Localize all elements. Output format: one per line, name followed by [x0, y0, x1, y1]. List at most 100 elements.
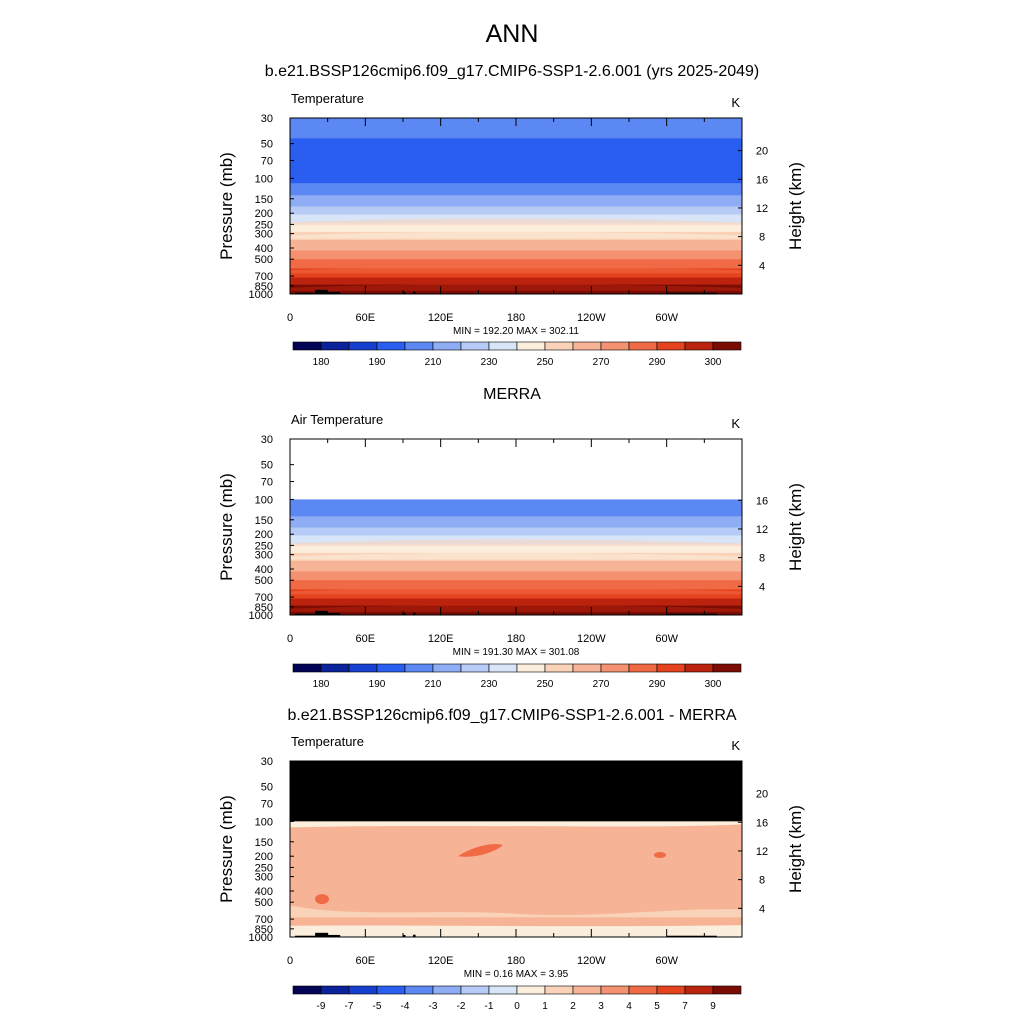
temperature-band — [290, 250, 742, 260]
y-tick-label: 1000 — [249, 610, 273, 622]
colorbar-box — [292, 663, 322, 673]
contour-warm-patch — [315, 894, 329, 905]
colorbar-box — [684, 663, 714, 673]
colorbar-box — [684, 985, 714, 995]
contour-wave — [290, 539, 742, 547]
temperature-band — [290, 504, 742, 517]
y-tick-label: 300 — [255, 550, 273, 562]
colorbar-box — [348, 985, 378, 995]
y2-tick-label: 8 — [759, 553, 765, 565]
colorbar-label: 180 — [313, 357, 330, 368]
temperature-band — [290, 571, 742, 581]
terrain-mask — [666, 613, 717, 615]
x-tick-label: 120E — [428, 955, 454, 967]
colorbar-box — [348, 663, 378, 673]
colorbar-label: -1 — [485, 1001, 494, 1012]
colorbar-label: -5 — [373, 1001, 382, 1012]
y-tick-label: 400 — [255, 886, 273, 898]
x-tick-label: 180 — [507, 955, 525, 967]
y2-tick-label: 16 — [756, 817, 768, 829]
y-axis-label: Pressure (mb) — [217, 473, 236, 581]
colorbar: -9 -7 -5 -4 -3 -2 -1 0 1 2 3 4 5 7 9 — [292, 985, 742, 1012]
y-tick-label: 50 — [261, 139, 273, 151]
y-tick-label: 250 — [255, 540, 273, 552]
contour-field — [290, 761, 742, 937]
terrain-mask — [325, 291, 341, 294]
colorbar-box — [376, 663, 406, 673]
colorbar-box — [544, 341, 574, 351]
terrain-mask — [403, 934, 406, 937]
colorbar-box — [376, 985, 406, 995]
colorbar-label: 230 — [481, 357, 498, 368]
x-tick-label: 180 — [507, 312, 525, 324]
y2-tick-label: 12 — [756, 203, 768, 215]
colorbar-box — [404, 985, 434, 995]
colorbar-label: 290 — [649, 679, 666, 690]
colorbar-box — [516, 663, 546, 673]
panel-1: 3050701001502002503004005007008501000481… — [217, 91, 805, 368]
x-tick-label: 0 — [287, 955, 293, 967]
y-tick-label: 250 — [255, 862, 273, 874]
colorbar-label: 9 — [710, 1001, 716, 1012]
colorbar-box — [320, 663, 350, 673]
colorbar-label: 250 — [537, 357, 554, 368]
colorbar-box — [460, 341, 490, 351]
x-tick-label: 120W — [577, 633, 606, 645]
colorbar-label: 3 — [598, 1001, 604, 1012]
terrain-mask — [666, 292, 717, 294]
colorbar-box — [572, 663, 602, 673]
y2-tick-label: 4 — [759, 903, 765, 915]
colorbar-box — [460, 663, 490, 673]
contour-wave — [290, 218, 742, 226]
colorbar-label: 210 — [425, 357, 442, 368]
colorbar-box — [656, 663, 686, 673]
colorbar-box — [712, 341, 742, 351]
temperature-band — [290, 195, 742, 208]
colorbar-label: 190 — [369, 679, 386, 690]
y-tick-label: 150 — [255, 194, 273, 206]
colorbar-label: 270 — [593, 357, 610, 368]
terrain-mask — [403, 612, 406, 615]
temperature-band — [290, 223, 742, 233]
panel-3: 3050701001502002503004005007008501000481… — [217, 734, 805, 1012]
colorbar-label: 300 — [705, 679, 722, 690]
y-tick-label: 250 — [255, 219, 273, 231]
colorbar-box — [572, 985, 602, 995]
units-label: K — [731, 738, 740, 753]
colorbar-label: 1 — [542, 1001, 548, 1012]
colorbar-label: 7 — [682, 1001, 688, 1012]
terrain-mask — [413, 291, 416, 294]
terrain-mask — [413, 612, 416, 615]
y-tick-label: 700 — [255, 592, 273, 604]
colorbar-box — [600, 985, 630, 995]
colorbar-box — [544, 985, 574, 995]
y-tick-label: 50 — [261, 782, 273, 794]
colorbar-box — [320, 985, 350, 995]
contour-warm-patch — [654, 851, 666, 858]
y2-axis-label: Height (km) — [786, 805, 805, 893]
contour-wave — [290, 266, 742, 274]
temperature-band — [290, 544, 742, 554]
y-tick-label: 100 — [255, 494, 273, 506]
terrain-mask — [325, 612, 341, 615]
y-tick-label: 200 — [255, 851, 273, 863]
colorbar-box — [628, 341, 658, 351]
y2-tick-label: 8 — [759, 232, 765, 244]
y-tick-label: 70 — [261, 156, 273, 168]
units-label: K — [731, 416, 740, 431]
contour-wave — [290, 587, 742, 595]
temperature-band — [290, 259, 742, 269]
x-tick-label: 120W — [577, 955, 606, 967]
terrain-mask — [413, 934, 416, 937]
y2-tick-label: 16 — [756, 495, 768, 507]
y-tick-label: 500 — [255, 897, 273, 909]
y-tick-label: 70 — [261, 477, 273, 489]
colorbar-box — [432, 985, 462, 995]
temperature-band — [290, 138, 742, 184]
colorbar-box — [488, 341, 518, 351]
y-tick-label: 200 — [255, 529, 273, 541]
terrain-mask — [315, 289, 328, 294]
variable-label: Temperature — [291, 734, 364, 749]
y-tick-label: 300 — [255, 229, 273, 241]
colorbar-label: 5 — [654, 1001, 660, 1012]
